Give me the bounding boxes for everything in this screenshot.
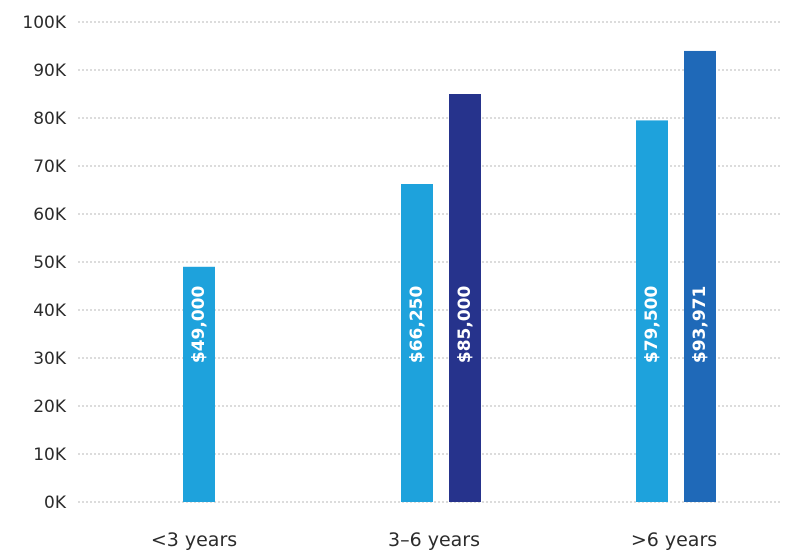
bar-value-label: $93,971 [690, 286, 710, 363]
bar-value-label: $66,250 [407, 286, 427, 364]
bar [684, 50, 716, 502]
bar-value-label: $49,000 [189, 286, 209, 364]
bars: $49,000 $66,250 $85,000 $79,500 $93,971 [183, 50, 716, 503]
bar-value-label: $85,000 [455, 286, 475, 364]
y-tick-label: 60K [33, 205, 67, 225]
y-tick-label: 80K [33, 109, 67, 129]
bar [401, 184, 433, 502]
y-tick-label: 30K [33, 349, 67, 369]
y-axis-tick-labels: 0K 10K 20K 30K 40K 50K 60K 70K 80K 90K 100K [22, 13, 66, 513]
bar [183, 266, 215, 502]
x-category-label: <3 years [151, 529, 237, 551]
x-category-label: >6 years [631, 529, 717, 551]
y-tick-label: 0K [44, 493, 67, 513]
x-category-label: 3–6 years [388, 529, 480, 551]
x-axis-category-labels: <3 years 3–6 years >6 years [151, 529, 717, 551]
bar [449, 94, 481, 502]
y-tick-label: 20K [33, 397, 67, 417]
bar [636, 120, 668, 503]
y-tick-label: 90K [33, 61, 67, 81]
y-tick-label: 10K [33, 445, 67, 465]
y-tick-label: 100K [22, 13, 66, 33]
y-tick-label: 50K [33, 253, 67, 273]
bar-value-label: $79,500 [642, 286, 662, 364]
y-tick-label: 40K [33, 301, 67, 321]
y-tick-label: 70K [33, 157, 67, 177]
